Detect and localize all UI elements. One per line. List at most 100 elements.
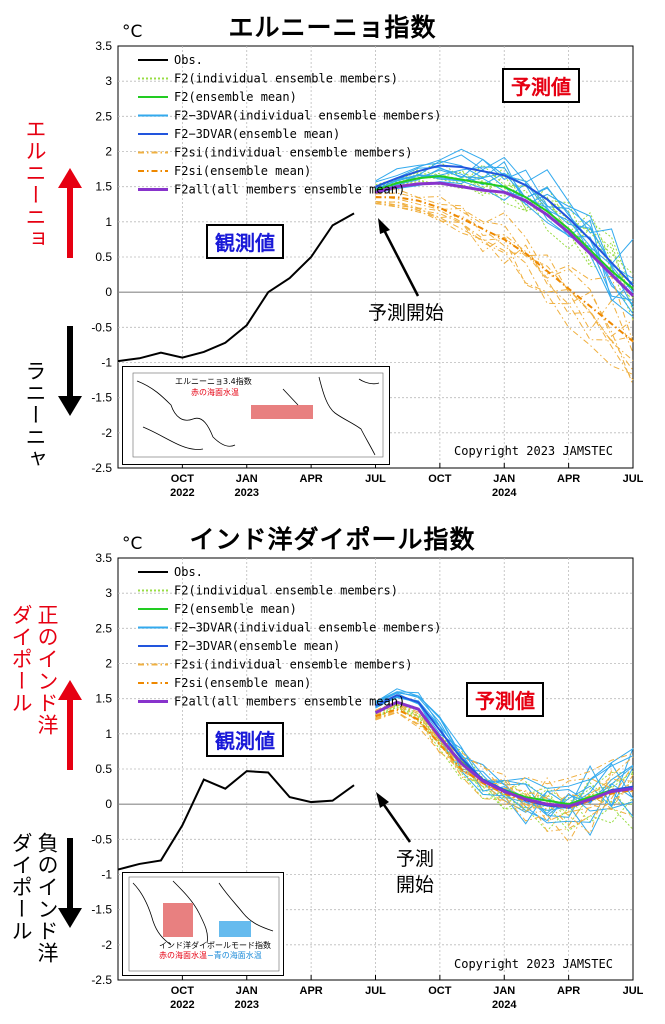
legend-label: F2si(individual ensemble members): [174, 146, 412, 160]
nino-title: エルニーニョ指数: [228, 13, 437, 42]
legend-label: Obs.: [174, 53, 203, 67]
legend-label: F2(individual ensemble members): [174, 584, 398, 598]
forecast-arrow-head: [376, 792, 389, 808]
nino-forecast-start: 予測開始: [368, 302, 445, 324]
series-line: [374, 700, 634, 808]
x-tick-label: OCT: [171, 985, 195, 997]
x-tick-label: OCT: [428, 985, 452, 997]
y-tick-label: 1: [105, 215, 112, 229]
si-member-line: [375, 711, 634, 843]
iod-forecast-box: 予測値: [466, 682, 544, 717]
upward-arrow-head: [58, 680, 82, 700]
x-tick-label: JAN: [493, 985, 515, 997]
series-line: [375, 196, 634, 343]
x-tick-label: JUL: [365, 985, 386, 997]
iod-inset-text2a: 赤の海面水温: [159, 951, 207, 960]
y-tick-label: 2: [105, 145, 112, 159]
y-tick-label: -2: [101, 426, 112, 440]
y-tick-label: 2: [105, 657, 112, 671]
nino-inset-text2: 赤の海面水温: [191, 388, 239, 397]
y-tick-label: 0.5: [95, 762, 112, 776]
iod-upper-line1: 正のインド洋: [35, 604, 59, 736]
x-tick-year: 2024: [492, 487, 517, 499]
iod-chart: 3.5 3 2.5 2 1.5 1 0.5 0 -0.5 -1 -1.5 -2 -2.5 OCT 2022 J…: [58, 551, 644, 1011]
iod-lower-line1: 負のインド洋: [35, 832, 59, 964]
x-tick-label: JAN: [236, 985, 258, 997]
legend-label: F2−3DVAR(ensemble mean): [174, 127, 340, 141]
legend-label: F2(individual ensemble members): [174, 72, 398, 86]
iod-copyright: Copyright 2023 JAMSTEC: [454, 957, 613, 971]
y-tick-label: 0: [105, 285, 112, 299]
downward-arrow-head: [58, 908, 82, 928]
iod-lower-side-label: 負のインド洋 ダイポール: [8, 832, 60, 964]
x-tick-year: 2022: [170, 999, 194, 1011]
iod-forecast-start-line2: 開始: [396, 874, 435, 896]
iod-forecast-start: 予測 開始: [396, 846, 434, 898]
x-tick-year: 2023: [235, 487, 259, 499]
x-tick-label: JUL: [623, 985, 644, 997]
x-tick-label: JAN: [493, 473, 515, 485]
nino-panel: エルニーニョ指数 °C 3.5 3 2.5 2 1.5 1 0.5 0 -0.5 -1 -1.5 -2…: [23, 13, 644, 499]
y-tick-label: -1: [101, 868, 112, 882]
y-tick-label: -2: [101, 938, 112, 952]
legend-label: F2si(individual ensemble members): [174, 658, 412, 672]
si-member-line: [375, 704, 634, 823]
y-tick-label: 3: [105, 74, 112, 88]
x-tick-year: 2022: [170, 487, 194, 499]
x-tick-label: APR: [300, 985, 323, 997]
legend-label: F2−3DVAR(ensemble mean): [174, 639, 340, 653]
si-member-line: [375, 200, 634, 371]
x-tick-label: APR: [557, 473, 580, 485]
y-tick-label: -1.5: [91, 391, 112, 405]
upward-arrow-head: [58, 168, 82, 188]
legend-label: F2−3DVAR(individual ensemble members): [174, 621, 441, 635]
iod-inset-text1: インド洋ダイポールモード指数: [159, 941, 271, 950]
x-tick-label: APR: [557, 985, 580, 997]
legend-label: F2si(ensemble mean): [174, 164, 311, 178]
legend-label: F2(ensemble mean): [174, 90, 297, 104]
y-tick-label: 3.5: [95, 39, 112, 53]
si-member-line: [375, 192, 634, 337]
si-member-line: [375, 702, 634, 808]
f2-member-line: [375, 704, 634, 832]
nino-inset-text1: エルニーニョ3.4指数: [175, 377, 252, 386]
nino-copyright: Copyright 2023 JAMSTEC: [454, 444, 613, 458]
si-member-line: [375, 703, 634, 813]
nino-inset-map: エルニーニョ3.4指数 赤の海面水温: [122, 366, 390, 465]
x-tick-year: 2023: [235, 999, 259, 1011]
x-tick-label: APR: [300, 473, 323, 485]
y-tick-label: -2.5: [91, 973, 112, 987]
iod-unit: °C: [122, 534, 143, 554]
forecast-arrow-line: [380, 801, 412, 843]
y-tick-label: 0: [105, 797, 112, 811]
legend-label: F2all(all members ensemble mean): [174, 183, 405, 197]
y-tick-label: 1.5: [95, 180, 112, 194]
y-tick-label: -0.5: [91, 320, 112, 334]
y-tick-label: -2.5: [91, 461, 112, 475]
x-tick-label: JAN: [236, 473, 258, 485]
iod-upper-side-label: 正のインド洋 ダイポール: [8, 604, 60, 736]
y-tick-label: 1.5: [95, 692, 112, 706]
downward-arrow-head: [58, 396, 82, 416]
x-tick-label: JUL: [623, 473, 644, 485]
iod-title: インド洋ダイポール指数: [189, 525, 476, 554]
f2-member-line: [375, 706, 634, 832]
y-tick-label: 3: [105, 586, 112, 600]
series-line: [375, 181, 635, 297]
f2-member-line: [375, 703, 634, 816]
y-tick-label: 2.5: [95, 621, 112, 635]
nino-inset-map-svg: [132, 372, 384, 458]
iod-upper-line2: ダイポール: [9, 604, 33, 714]
dvar-member-line: [375, 148, 634, 265]
y-tick-label: 1: [105, 727, 112, 741]
nino-lower-side-label: ラニーニャ: [23, 360, 47, 470]
nino-forecast-box: 予測値: [502, 68, 580, 103]
y-tick-label: -1.5: [91, 903, 112, 917]
y-tick-label: 3.5: [95, 551, 112, 565]
legend-label: F2−3DVAR(individual ensemble members): [174, 109, 441, 123]
iod-inset-text2: 赤の海面水温−青の海面水温: [159, 951, 262, 961]
si-member-line: [375, 712, 634, 827]
si-member-line: [375, 195, 634, 353]
dvar-member-line: [375, 154, 634, 294]
iod-observed-box: 観測値: [206, 722, 284, 757]
